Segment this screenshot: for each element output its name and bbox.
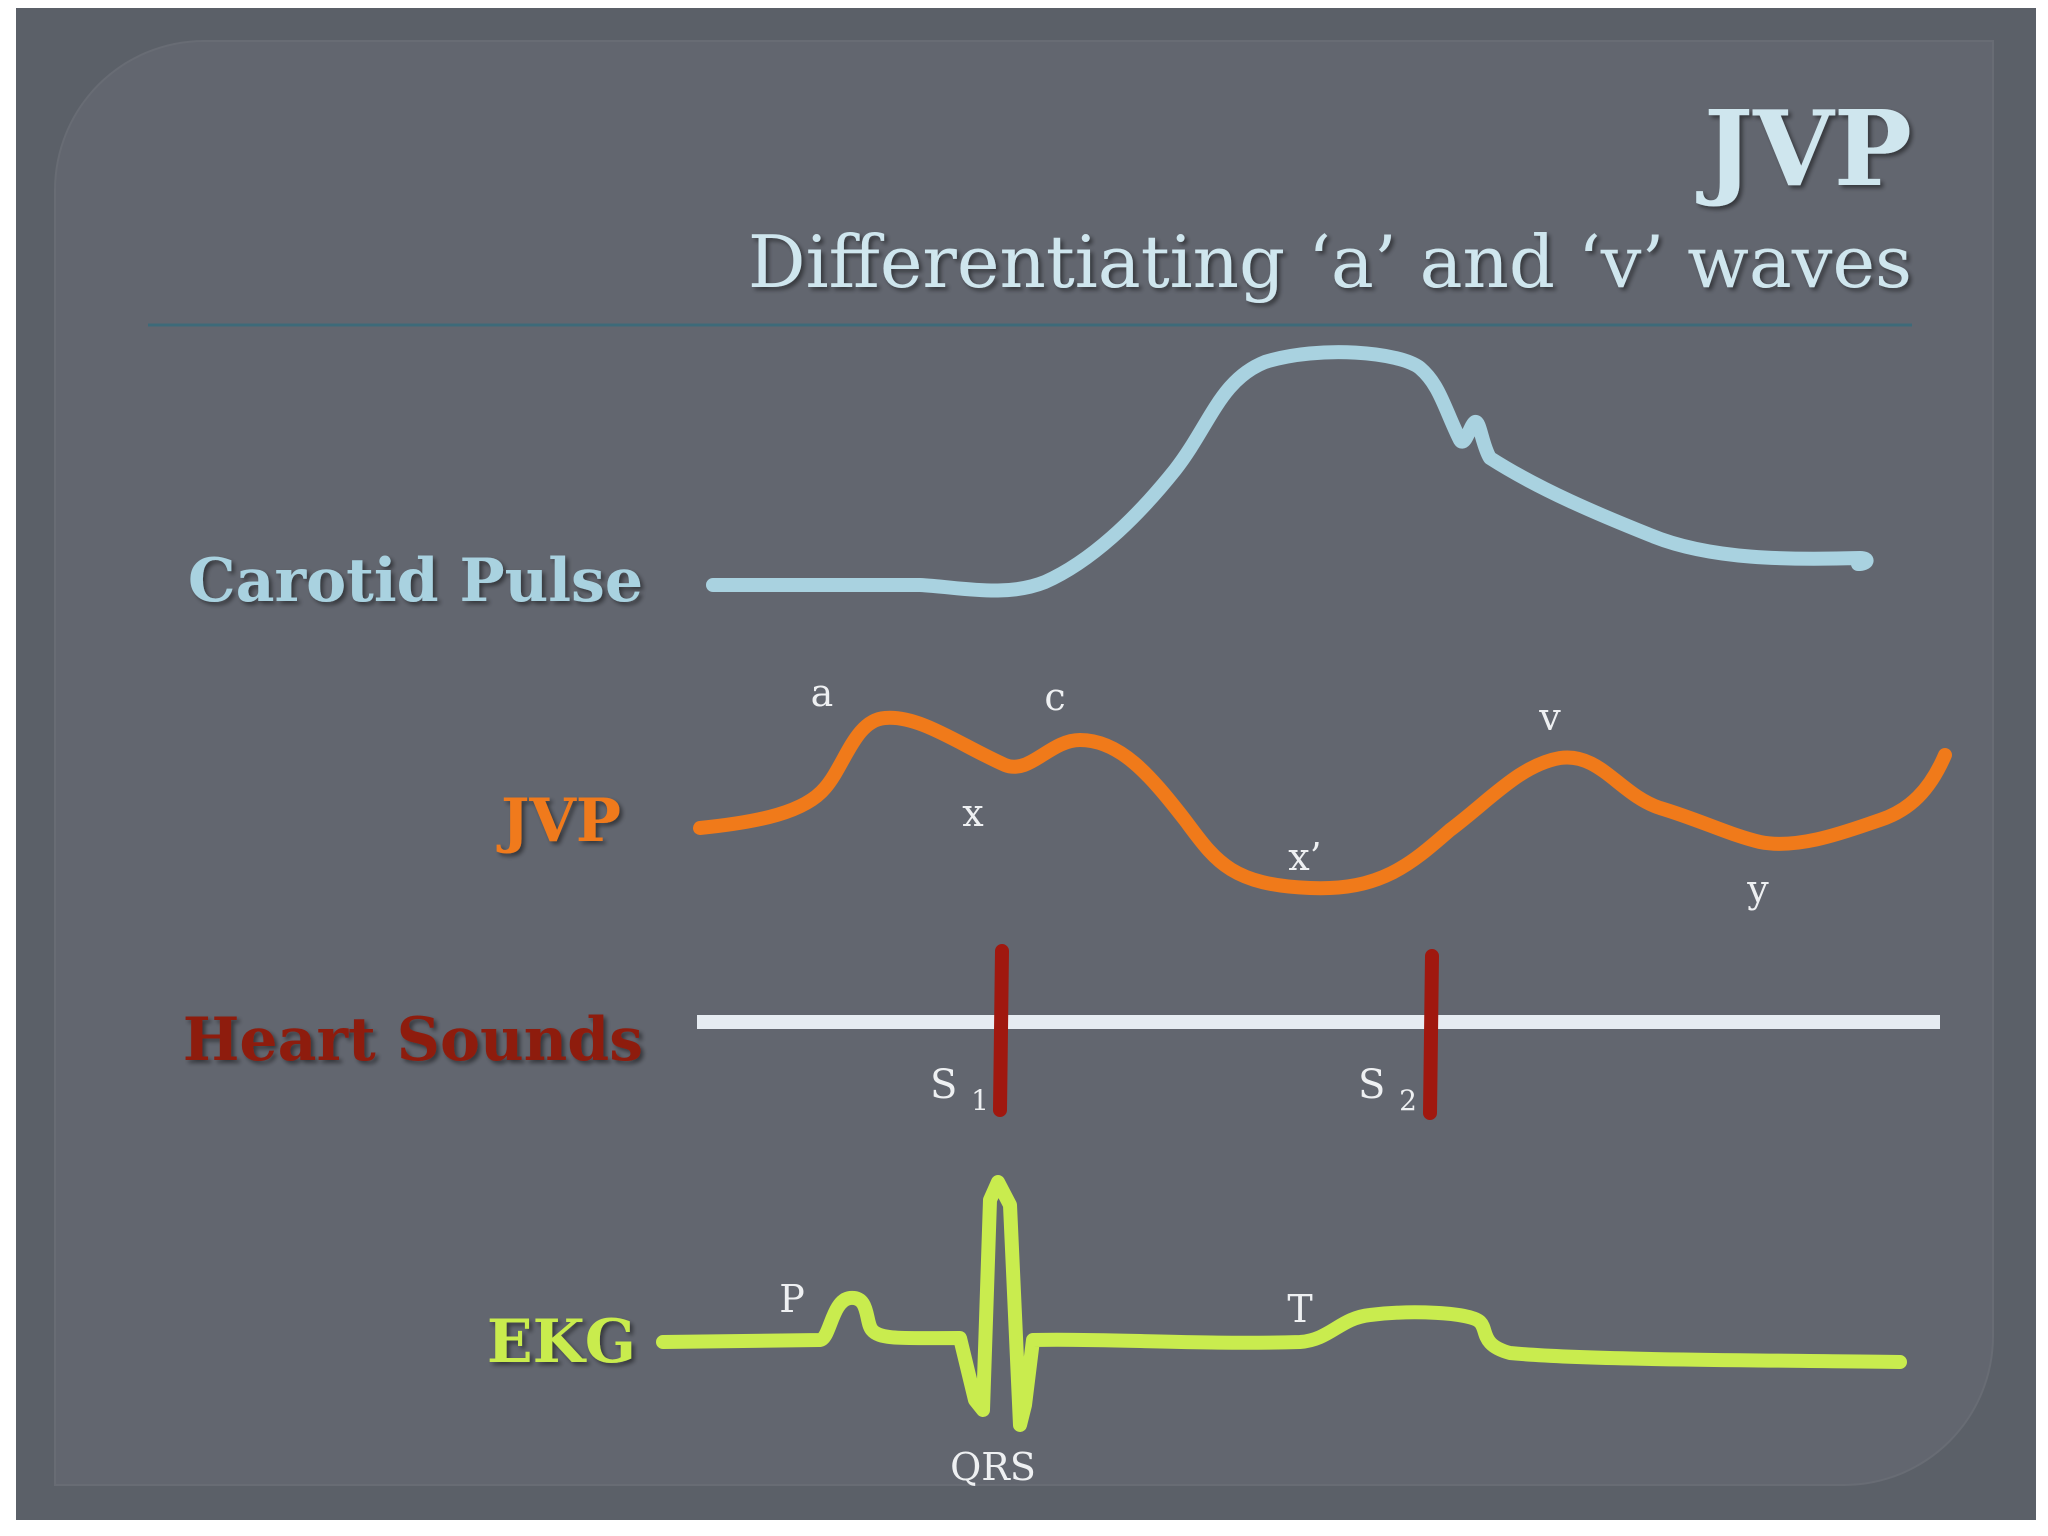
jvp-a-wave-label: a [811, 671, 834, 715]
s1-label-subscript: 1 [971, 1084, 989, 1117]
heart-sounds-label: Heart Sounds [183, 1005, 643, 1075]
ekg-label: EKG [487, 1307, 636, 1377]
ekg-waveform [656, 1175, 1907, 1432]
ekg-t-wave-label: T [1287, 1287, 1312, 1331]
ekg-p-wave-label: P [779, 1277, 805, 1321]
s1-marker [993, 944, 1009, 1117]
s1-label: S 1 [930, 1062, 989, 1117]
jvp-x-prime-descent-label: x’ [1288, 835, 1322, 879]
s2-marker [1423, 949, 1439, 1120]
s2-label-letter: S [1358, 1062, 1385, 1108]
ekg-qrs-complex-label: QRS [950, 1445, 1036, 1489]
jvp-waveform [693, 710, 1952, 896]
s2-label-subscript: 2 [1399, 1084, 1417, 1117]
jvp-v-wave-label: v [1538, 695, 1561, 739]
carotid-pulse-label: Carotid Pulse [188, 546, 643, 616]
s1-label-letter: S [930, 1062, 957, 1108]
jvp-y-descent-label: y [1746, 867, 1769, 911]
carotid-pulse-waveform [706, 345, 1874, 598]
jvp-c-wave-label: c [1044, 675, 1065, 719]
jvp-x-descent-label: x [962, 791, 983, 835]
slide-title: JVP [1696, 87, 1912, 210]
s2-label: S 2 [1358, 1062, 1417, 1117]
slide-subtitle: Differentiating ‘a’ and ‘v’ waves [748, 220, 1912, 304]
jvp-label: JVP [496, 786, 621, 856]
